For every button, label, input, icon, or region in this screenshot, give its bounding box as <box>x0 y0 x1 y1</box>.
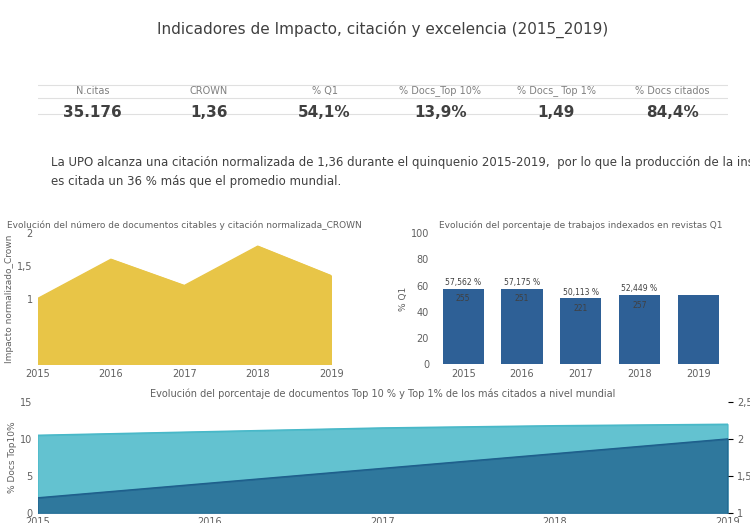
Text: 54,1%: 54,1% <box>298 105 351 120</box>
Text: 1,36: 1,36 <box>190 105 227 120</box>
Title: Evolución del número de documentos citables y citación normalizada_CROWN: Evolución del número de documentos citab… <box>7 220 362 230</box>
Text: 251: 251 <box>514 294 529 303</box>
Bar <box>560 299 602 364</box>
Bar <box>677 295 718 364</box>
Text: 13,9%: 13,9% <box>414 105 466 120</box>
Text: % Docs_Top 10%: % Docs_Top 10% <box>400 85 482 96</box>
Text: 57,562 %: 57,562 % <box>446 278 482 287</box>
Text: La UPO alcanza una citación normalizada de 1,36 durante el quinquenio 2015-2019,: La UPO alcanza una citación normalizada … <box>51 156 750 188</box>
Bar <box>502 289 542 364</box>
Text: Indicadores de Impacto, citación y excelencia (2015_2019): Indicadores de Impacto, citación y excel… <box>157 21 608 38</box>
Text: 57,175 %: 57,175 % <box>504 278 540 287</box>
Y-axis label: % Docs Top10%: % Docs Top10% <box>8 422 17 493</box>
Text: % Docs_ Top 1%: % Docs_ Top 1% <box>517 85 596 96</box>
Title: Evolución del porcentaje de trabajos indexados en revistas Q1: Evolución del porcentaje de trabajos ind… <box>439 220 722 230</box>
Text: 84,4%: 84,4% <box>646 105 699 120</box>
Text: 221: 221 <box>574 304 588 313</box>
Bar <box>442 289 484 364</box>
Y-axis label: % Q1: % Q1 <box>399 287 408 311</box>
Title: Evolución del porcentaje de documentos Top 10 % y Top 1% de los más citados a ni: Evolución del porcentaje de documentos T… <box>150 388 615 399</box>
Text: CROWN: CROWN <box>190 86 228 96</box>
Text: 1,49: 1,49 <box>538 105 575 120</box>
Text: % Docs citados: % Docs citados <box>635 86 710 96</box>
Text: 35.176: 35.176 <box>63 105 122 120</box>
Y-axis label: Impacto normalizado_Crown: Impacto normalizado_Crown <box>5 234 14 363</box>
Text: N.citas: N.citas <box>76 86 109 96</box>
Text: 257: 257 <box>632 301 646 310</box>
Text: % Q1: % Q1 <box>311 86 338 96</box>
Text: 255: 255 <box>456 294 470 303</box>
Bar <box>619 295 660 364</box>
Text: 50,113 %: 50,113 % <box>562 288 598 297</box>
Text: 52,449 %: 52,449 % <box>621 285 658 293</box>
